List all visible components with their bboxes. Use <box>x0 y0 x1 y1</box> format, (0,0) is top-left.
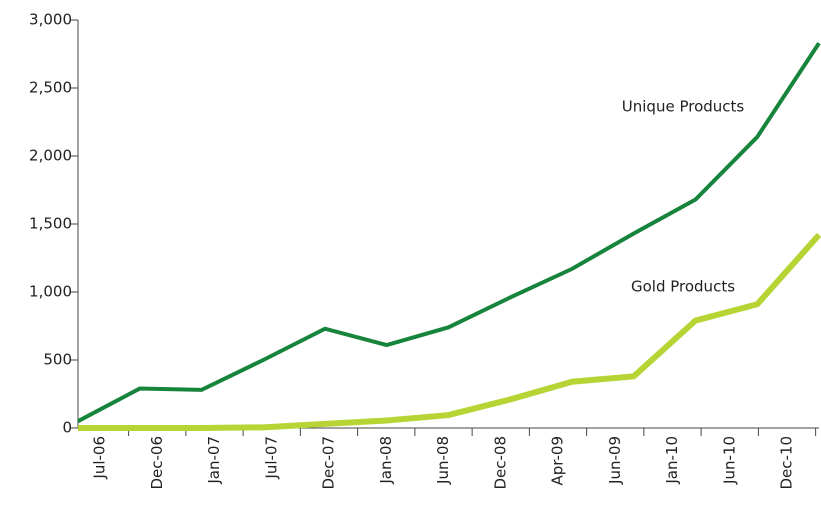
x-tick-label: Dec-10 <box>778 436 796 490</box>
y-tick-label: 1,500 <box>29 215 72 233</box>
y-tick-label: 500 <box>43 351 72 369</box>
series-line <box>77 42 821 423</box>
x-tick-label: Jun-08 <box>434 436 452 485</box>
x-tick-label: Jun-09 <box>606 436 624 485</box>
y-tick-label: 2,000 <box>29 147 72 165</box>
x-tick-label: Jan-10 <box>663 436 681 485</box>
y-tick-label: 2,500 <box>29 79 72 97</box>
x-tick-label: Dec-08 <box>491 436 509 490</box>
x-tick-label: Jul-06 <box>91 436 109 480</box>
x-tick-label: Jul-07 <box>262 436 280 480</box>
y-tick-label: 0 <box>62 419 72 437</box>
x-tick-label: Jan-07 <box>205 436 223 485</box>
series-line <box>78 232 821 431</box>
x-tick-label: Jun-10 <box>720 436 738 485</box>
series-label: Unique Products <box>622 98 745 116</box>
y-tick-label: 1,000 <box>29 283 72 301</box>
y-tick-label: 3,000 <box>29 11 72 29</box>
x-tick-label: Apr-09 <box>549 436 567 486</box>
series-label: Gold Products <box>631 278 735 296</box>
x-tick-label: Dec-06 <box>148 436 166 490</box>
x-tick-label: Dec-07 <box>320 436 338 490</box>
x-tick-label: Jan-08 <box>377 436 395 485</box>
